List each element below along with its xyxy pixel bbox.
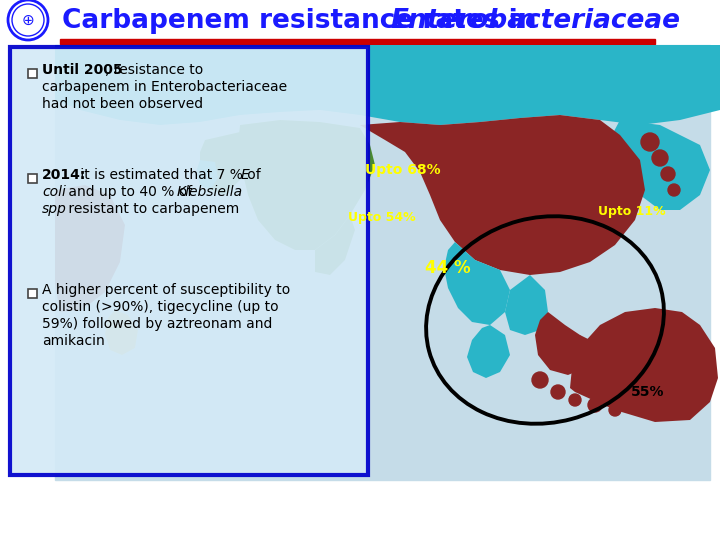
- Polygon shape: [444, 242, 510, 325]
- Polygon shape: [315, 215, 355, 275]
- Text: colistin (>90%), tigecycline (up to: colistin (>90%), tigecycline (up to: [42, 300, 279, 314]
- Text: 44 %: 44 %: [426, 259, 471, 277]
- Circle shape: [588, 398, 602, 412]
- Circle shape: [627, 397, 637, 407]
- Polygon shape: [570, 308, 718, 422]
- Polygon shape: [638, 355, 695, 385]
- Circle shape: [661, 167, 675, 181]
- Text: Carbapenem resistance rates in: Carbapenem resistance rates in: [62, 8, 546, 34]
- Text: E: E: [241, 168, 250, 182]
- Text: coli: coli: [42, 185, 66, 199]
- Circle shape: [609, 404, 621, 416]
- Polygon shape: [612, 120, 710, 210]
- Text: , resistance to: , resistance to: [105, 63, 203, 77]
- Circle shape: [551, 385, 565, 399]
- Polygon shape: [196, 160, 218, 190]
- Bar: [55, 45, 710, 480]
- Polygon shape: [535, 312, 590, 375]
- Polygon shape: [238, 120, 375, 250]
- Text: Enterobacteriaceae: Enterobacteriaceae: [390, 8, 680, 34]
- Text: Upto 68%: Upto 68%: [365, 163, 441, 177]
- Text: resistant to carbapenem: resistant to carbapenem: [64, 202, 239, 216]
- Text: amikacin: amikacin: [42, 334, 104, 348]
- Text: Upto 54%: Upto 54%: [348, 212, 415, 225]
- Text: it is estimated that 7 % of: it is estimated that 7 % of: [76, 168, 265, 182]
- Polygon shape: [105, 310, 138, 355]
- Polygon shape: [505, 275, 548, 335]
- Polygon shape: [360, 115, 645, 275]
- Text: spp: spp: [42, 202, 67, 216]
- Text: Upto 11%: Upto 11%: [598, 206, 665, 219]
- Text: ⊕: ⊕: [22, 12, 35, 28]
- Text: carbapenem in Enterobacteriaceae: carbapenem in Enterobacteriaceae: [42, 80, 287, 94]
- Text: 59%) followed by aztreonam and: 59%) followed by aztreonam and: [42, 317, 272, 331]
- Circle shape: [652, 150, 668, 166]
- Text: 2014:: 2014:: [42, 168, 86, 182]
- Text: A higher percent of susceptibility to: A higher percent of susceptibility to: [42, 283, 290, 297]
- Circle shape: [641, 133, 659, 151]
- Circle shape: [569, 394, 581, 406]
- Bar: [28, 174, 37, 183]
- Polygon shape: [200, 132, 245, 195]
- Text: 55%: 55%: [631, 385, 665, 399]
- Bar: [0, 0, 720, 40]
- Polygon shape: [55, 185, 125, 312]
- Polygon shape: [55, 45, 720, 125]
- Polygon shape: [572, 335, 625, 390]
- Text: and up to 40 % of: and up to 40 % of: [64, 185, 197, 199]
- Bar: [60, 39, 655, 44]
- Circle shape: [668, 184, 680, 196]
- FancyBboxPatch shape: [10, 47, 368, 475]
- Polygon shape: [467, 325, 510, 378]
- Bar: [28, 69, 37, 78]
- Text: Until 2005: Until 2005: [42, 63, 122, 77]
- Bar: [28, 289, 37, 298]
- Circle shape: [532, 372, 548, 388]
- Text: had not been observed: had not been observed: [42, 97, 203, 111]
- Text: Klebsiella: Klebsiella: [177, 185, 243, 199]
